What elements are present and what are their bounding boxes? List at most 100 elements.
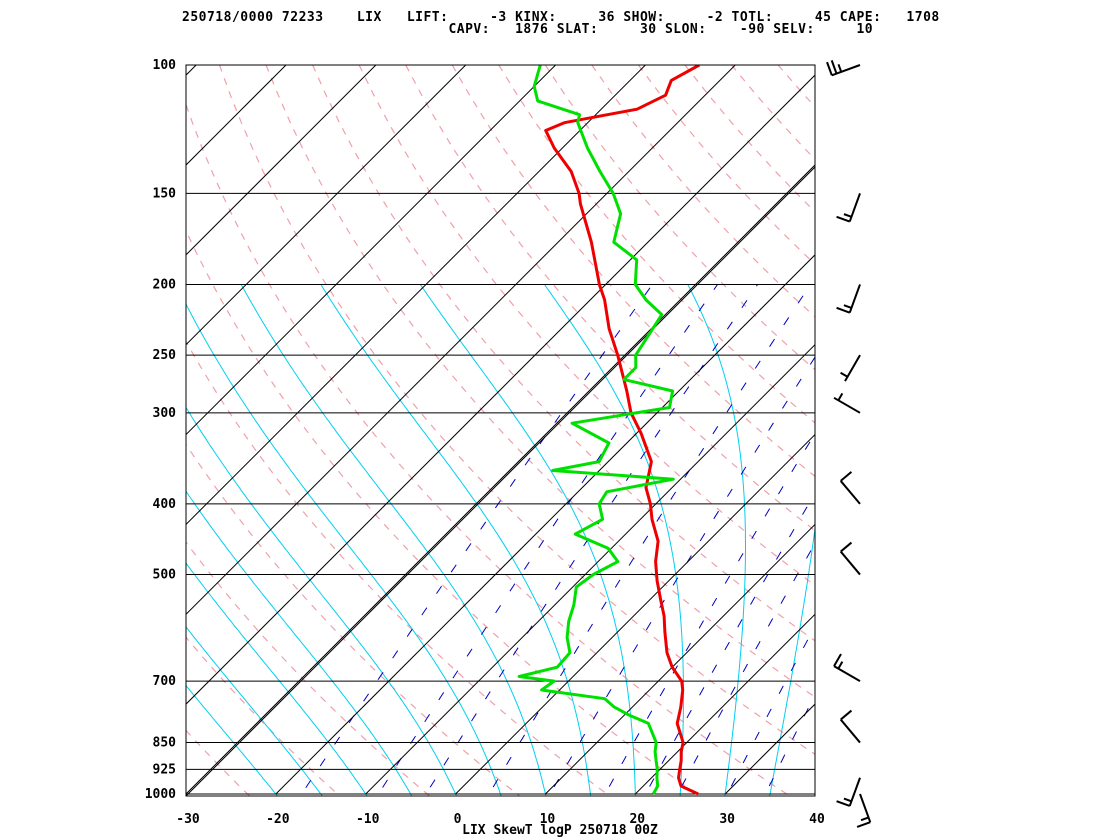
wind-barb-feather [840, 709, 853, 721]
mixing-ratio-line [603, 432, 815, 796]
dry-adiabat [186, 636, 341, 796]
dry-adiabat [684, 65, 815, 213]
wind-barbs [826, 60, 872, 828]
sounding-traces [517, 65, 701, 796]
wind-barb-feather [836, 215, 851, 223]
temperature-tick-label: 40 [809, 812, 825, 827]
isotherm-line [365, 344, 815, 795]
wind-barb-feather [843, 213, 852, 218]
wind-barb-staff [833, 665, 861, 682]
moist-adiabat [544, 284, 684, 796]
isotherm-line [545, 523, 815, 795]
header: 250718/0000 72233 LIX LIFT: -3 KINX: 36 … [0, 0, 1120, 40]
pressure-tick-label: 850 [153, 736, 177, 751]
temperature-tick-label: -10 [356, 812, 380, 827]
isotherm-line [186, 65, 736, 615]
wind-barb-staff [833, 396, 861, 414]
dry-adiabat [777, 65, 815, 108]
isotherm-line [186, 65, 646, 526]
wind-barb-feather [837, 392, 844, 401]
temperature-tick-label: -20 [266, 812, 290, 827]
dry-adiabat [731, 65, 815, 161]
temperature-trace [544, 65, 701, 796]
isotherm-line [186, 166, 815, 796]
dry-adiabat [825, 65, 1120, 809]
moist-adiabat [320, 284, 592, 796]
wind-barb [833, 392, 861, 414]
pressure-tick-label: 1000 [145, 787, 176, 802]
isotherm-line [634, 613, 815, 795]
temperature-tick-label: -30 [176, 812, 200, 827]
dry-adiabat [451, 65, 815, 478]
wind-barb-feather [856, 821, 871, 828]
pressure-tick-label: 300 [153, 406, 177, 421]
background-grid [0, 65, 1120, 809]
wind-barb [839, 471, 861, 505]
moist-adiabat [186, 490, 413, 796]
wind-barb-feather [836, 800, 851, 807]
dry-adiabat [544, 65, 815, 371]
isotherm-line [186, 74, 815, 705]
wind-barb-feather [840, 371, 848, 378]
pressure-tick-label: 925 [153, 762, 176, 777]
wind-barb-staff [839, 550, 861, 576]
pressure-tick-label: 200 [153, 277, 177, 292]
dry-adiabat [871, 65, 1120, 809]
mixing-ratio-line [487, 284, 811, 796]
dry-adiabat [405, 65, 815, 532]
wind-barb-feather [860, 816, 869, 822]
wind-barb-staff [859, 793, 872, 823]
wind-barb-feather [843, 797, 852, 803]
temperature-tick-label: 30 [719, 812, 735, 827]
moist-adiabat [186, 562, 368, 796]
wind-barb [839, 541, 861, 576]
wind-barb-staff [839, 718, 861, 744]
pressure-tick-labels: 100 150 200 250 300 400 500 700 850 925 1000 [145, 58, 176, 802]
wind-barb-feather [843, 304, 852, 309]
moist-adiabat [186, 626, 323, 796]
wind-barb-feather [836, 306, 851, 314]
mixing-ratio-line [376, 284, 718, 796]
isotherm-line [455, 433, 815, 795]
mixing-ratio-line [643, 492, 815, 796]
mixing-ratio-line [424, 284, 759, 796]
dry-adiabat [186, 729, 251, 796]
wind-barb [826, 60, 861, 77]
dry-adiabat [265, 65, 815, 698]
wind-barb [836, 777, 861, 807]
wind-barb [840, 354, 861, 382]
moist-adiabat [240, 284, 547, 796]
mixing-ratio-line [299, 284, 653, 796]
moist-adiabat [186, 684, 279, 796]
dry-adiabat [186, 541, 431, 796]
plot-frame [185, 64, 816, 797]
moist-adiabat [769, 524, 815, 796]
moist-adiabat [687, 284, 746, 796]
isotherm-line [0, 65, 106, 794]
moist-adiabat [419, 284, 636, 796]
pressure-tick-label: 400 [153, 497, 177, 512]
isotherm-line [186, 65, 467, 346]
pressure-tick-label: 150 [153, 186, 177, 201]
isotherm-line [186, 164, 815, 795]
wind-barb [839, 709, 861, 744]
wind-barb-feather [837, 661, 844, 670]
isotherm-line [186, 65, 377, 256]
mixing-ratio-line [763, 693, 815, 796]
dry-adiabat [918, 65, 1120, 809]
pressure-tick-label: 500 [153, 568, 177, 583]
moist-adiabat [186, 406, 458, 796]
dry-adiabat [591, 65, 815, 318]
dry-adiabat [186, 443, 521, 796]
pressure-tick-label: 250 [153, 348, 177, 363]
dry-adiabat [186, 229, 701, 796]
temperature-tick-label: 10 [540, 812, 556, 827]
wind-barb-staff [839, 480, 861, 505]
wind-barb-feather [833, 653, 842, 667]
wind-barb-feather [837, 63, 843, 73]
dry-adiabat [358, 65, 815, 587]
temperature-tick-labels: -30 -20 -10 0 10 20 30 40 [176, 812, 825, 827]
wind-barb-feather [826, 61, 833, 76]
mixing-ratio-line [725, 625, 815, 796]
